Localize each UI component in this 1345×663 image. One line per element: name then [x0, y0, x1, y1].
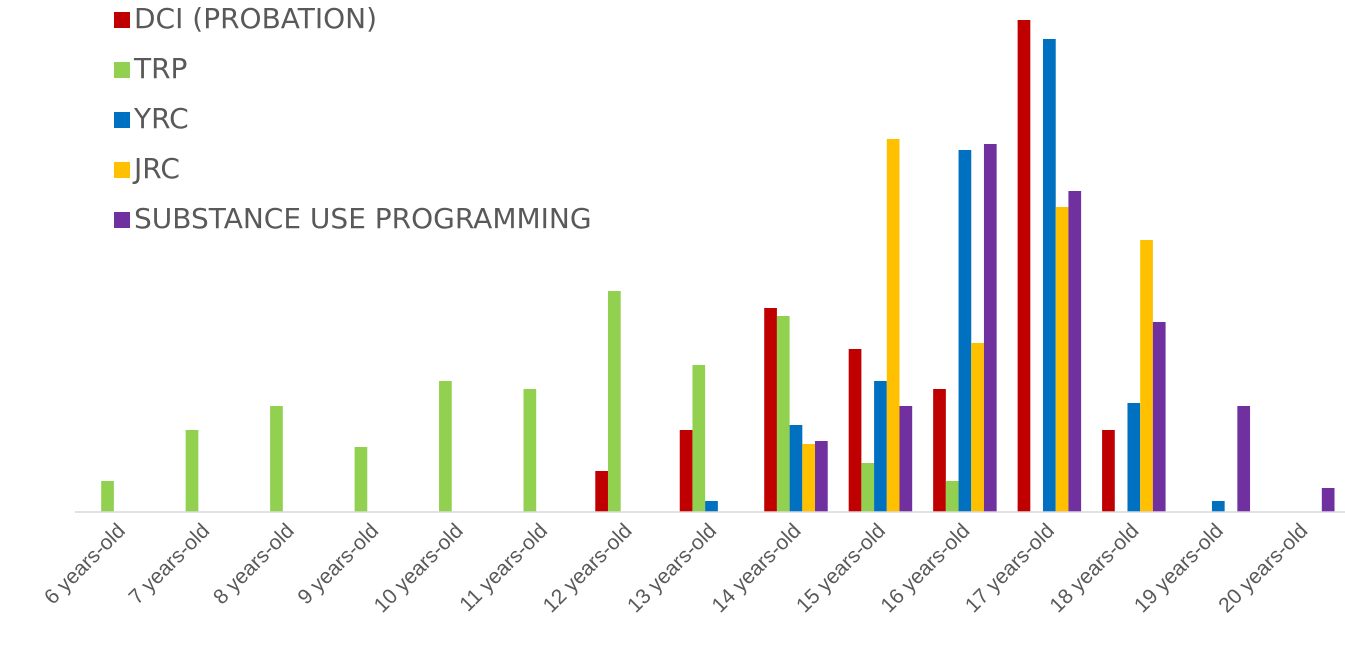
- bar: [1211, 501, 1225, 512]
- legend-label: SUBSTANCE USE PROGRAMMING: [134, 202, 592, 235]
- x-tick-label: 10 years-old: [370, 519, 468, 617]
- bar: [679, 430, 693, 512]
- legend-label: DCI (PROBATION): [134, 2, 377, 35]
- legend-swatch: [114, 162, 130, 178]
- bar: [874, 381, 887, 512]
- legend-swatch: [114, 212, 130, 228]
- bar: [958, 150, 972, 512]
- x-tick-label: 14 years-old: [708, 519, 806, 617]
- bar: [439, 381, 452, 512]
- bar: [886, 139, 900, 512]
- bar: [1055, 207, 1069, 512]
- bar: [523, 389, 537, 512]
- bar: [607, 291, 621, 512]
- x-tick-label: 11 years-old: [455, 519, 552, 616]
- legend-label: TRP: [133, 52, 187, 85]
- bar: [815, 441, 828, 512]
- bar: [933, 389, 946, 512]
- bar: [983, 144, 997, 512]
- legend-swatch: [114, 112, 130, 128]
- bar: [1017, 20, 1031, 512]
- legend-swatch: [114, 62, 130, 78]
- bar: [354, 447, 368, 512]
- bar: [1102, 430, 1115, 512]
- bar: [270, 406, 283, 512]
- x-tick-label: 15 years-old: [792, 519, 890, 617]
- bar: [1321, 488, 1335, 512]
- bar: [899, 406, 913, 512]
- bar: [705, 501, 718, 512]
- x-tick-label: 17 years-old: [961, 519, 1059, 617]
- bar: [1127, 403, 1141, 512]
- bar: [764, 308, 777, 512]
- bar: [1068, 191, 1082, 512]
- x-tick-label: 16 years-old: [876, 519, 974, 617]
- x-tick-label: 6 years-old: [40, 519, 130, 609]
- bar: [1237, 406, 1251, 512]
- x-tick-label: 8 years-old: [209, 519, 299, 609]
- x-tick-label: 7 years-old: [125, 519, 215, 609]
- bar: [789, 425, 803, 512]
- legend-label: YRC: [133, 102, 189, 135]
- bar: [595, 471, 608, 512]
- x-tick-label: 18 years-old: [1045, 519, 1143, 617]
- x-tick-label: 9 years-old: [293, 519, 383, 609]
- bar: [971, 343, 984, 512]
- bar: [1140, 240, 1153, 512]
- legend-swatch: [114, 12, 130, 28]
- x-tick-label: 20 years-old: [1214, 519, 1312, 617]
- legend-label: JRC: [132, 152, 180, 185]
- bar: [802, 444, 816, 512]
- bar: [692, 365, 706, 512]
- bar: [185, 430, 199, 512]
- bar: [776, 316, 790, 512]
- bar: [101, 481, 114, 512]
- bar: [945, 481, 959, 512]
- x-tick-label: 19 years-old: [1130, 519, 1228, 617]
- x-tick-label: 13 years-old: [623, 519, 721, 617]
- bar: [1043, 39, 1056, 512]
- x-tick-label: 12 years-old: [539, 519, 637, 617]
- bar: [1152, 322, 1166, 512]
- bar: [861, 463, 875, 512]
- bar: [848, 349, 862, 512]
